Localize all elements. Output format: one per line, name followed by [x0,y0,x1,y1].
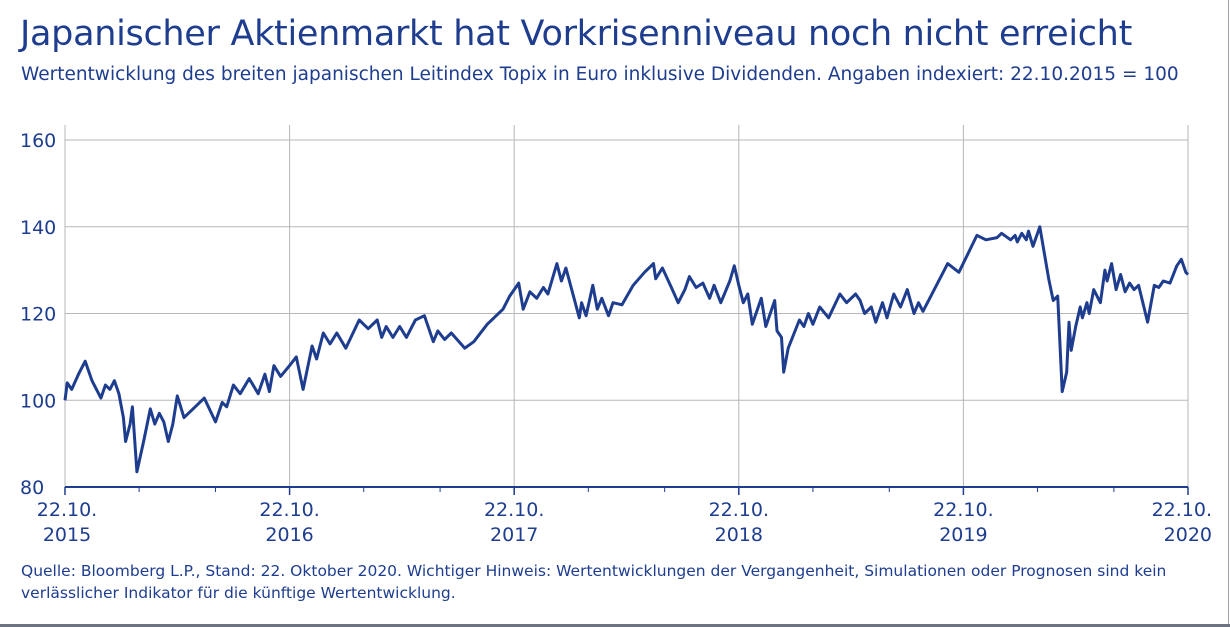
x-tick-year-2016: 2016 [265,524,313,546]
footnote: Quelle: Bloomberg L.P., Stand: 22. Oktob… [21,562,1167,602]
axes [64,486,1189,495]
y-tick-labels: 80 100 120 140 160 [20,130,56,499]
series-group [63,225,1190,474]
chart-subtitle: Wertentwicklung des breiten japanischen … [21,64,1179,85]
x-tick-day-2018: 22.10. [709,499,769,521]
x-tick-year-2019: 2019 [939,524,987,546]
x-tick-day-2015: 22.10. [37,499,97,521]
chart-title: Japanischer Aktienmarkt hat Vorkrisenniv… [20,14,1132,54]
x-tick-year-2020: 2020 [1164,524,1212,546]
x-tick-day-2020: 22.10. [1152,499,1212,521]
y-tick-label-160: 160 [20,130,56,152]
grid-lines [64,125,1189,487]
x-tick-year-2018: 2018 [715,524,763,546]
series-line-topix [63,225,1190,474]
y-tick-label-120: 120 [20,304,56,326]
x-tick-year-2015: 2015 [43,524,91,546]
y-tick-label-100: 100 [20,390,56,412]
y-tick-label-140: 140 [20,217,56,239]
x-tick-day-2016: 22.10. [259,499,319,521]
bottom-rule [0,624,1230,627]
y-tick-label-80: 80 [20,477,44,499]
x-tick-year-2017: 2017 [490,524,538,546]
x-tick-day-2017: 22.10. [484,499,544,521]
x-tick-day-2019: 22.10. [933,499,993,521]
x-tick-labels: 22.10. 2015 22.10. 2016 22.10. 2017 22.10. 2018… [37,499,1212,546]
